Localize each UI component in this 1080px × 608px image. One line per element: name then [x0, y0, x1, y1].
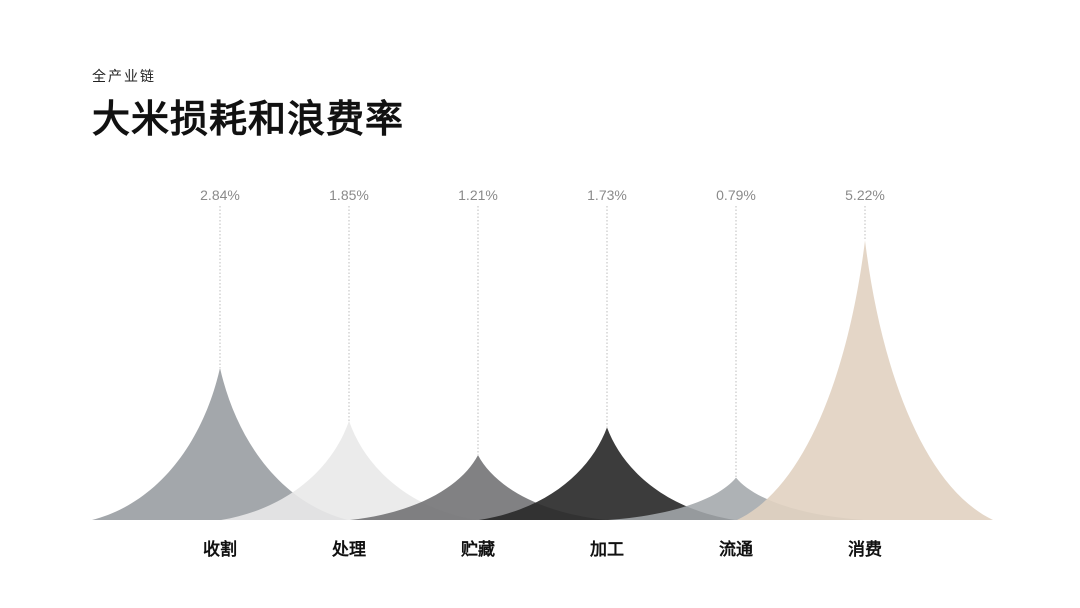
value-label-1: 2.84%	[200, 187, 240, 203]
value-label-2: 1.85%	[329, 187, 369, 203]
peak-2	[221, 420, 477, 520]
value-label-4: 1.73%	[587, 187, 627, 203]
chart-subtitle: 全产业链	[92, 69, 156, 85]
peak-1	[92, 367, 348, 520]
category-label-3: 贮藏	[460, 539, 495, 560]
peak-3	[350, 455, 606, 520]
value-label-3: 1.21%	[458, 187, 498, 203]
peak-4	[479, 427, 735, 520]
peak-6	[737, 240, 993, 520]
category-label-6: 消费	[848, 539, 882, 560]
category-label-2: 处理	[331, 539, 366, 560]
leader-line-layer	[219, 206, 866, 478]
peak-5	[608, 477, 864, 520]
chart-title: 大米损耗和浪费率	[92, 97, 405, 141]
peak-layer	[92, 240, 993, 520]
value-label-5: 0.79%	[716, 187, 756, 203]
category-label-4: 加工	[589, 540, 624, 560]
label-layer: 2.84% 收割 1.85% 处理 1.21% 贮藏 1.73% 加工 0.79% 流通 5.22%…	[200, 187, 885, 560]
category-label-1: 收割	[203, 539, 237, 560]
category-label-5: 流通	[719, 539, 753, 560]
value-label-6: 5.22%	[845, 187, 885, 203]
